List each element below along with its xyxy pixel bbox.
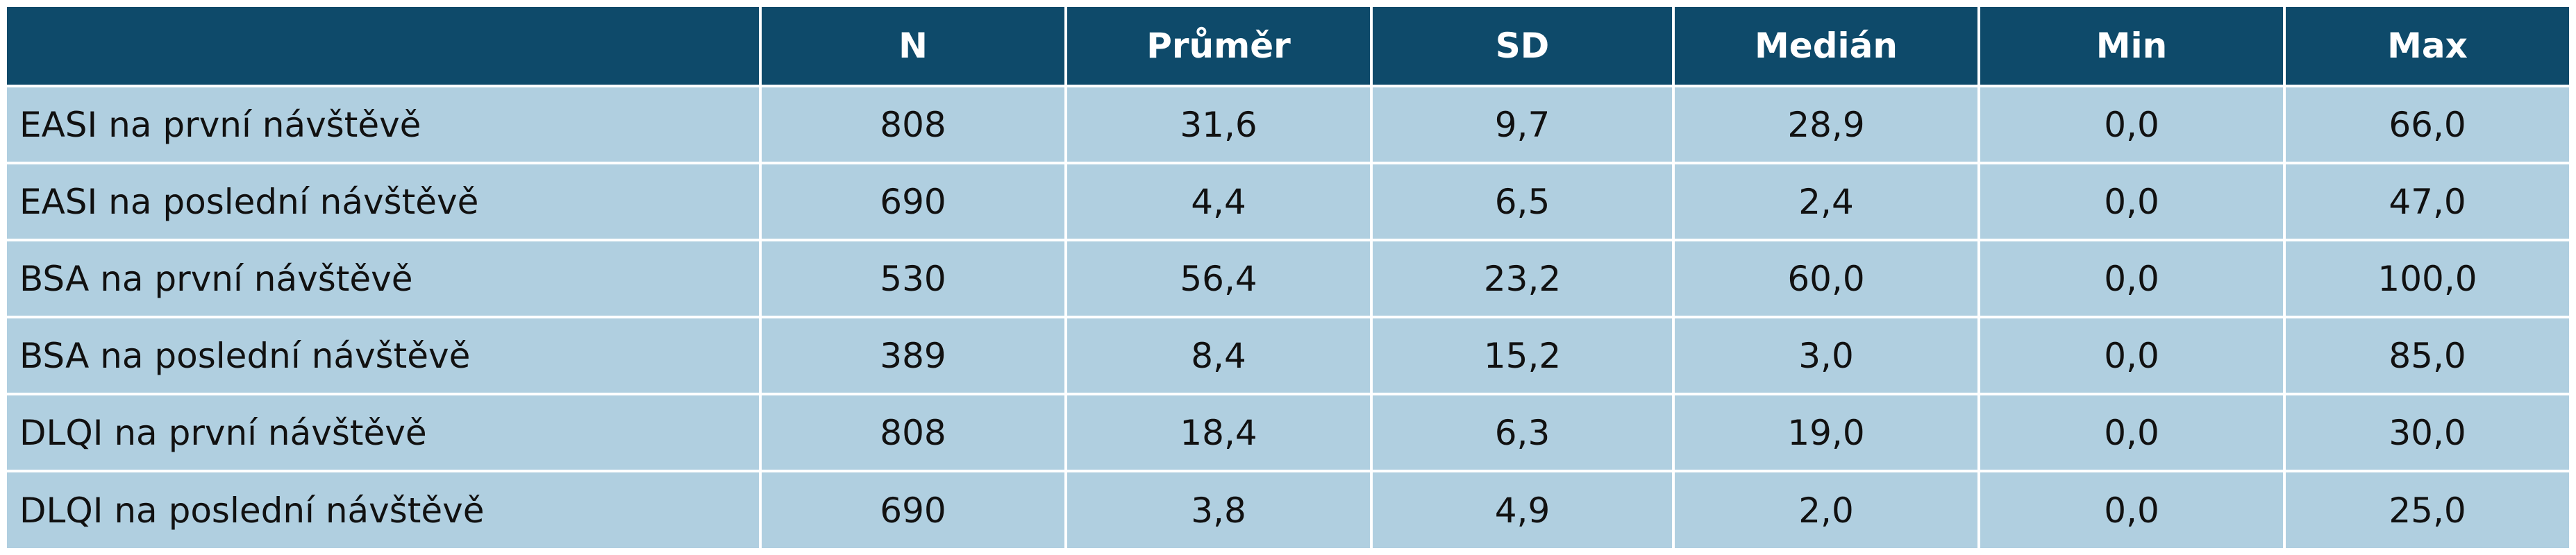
cell-sd: 15,2	[1371, 317, 1675, 395]
cell-n: 690	[760, 471, 1067, 548]
cell-n: 808	[760, 394, 1067, 472]
cell-median: 60,0	[1673, 240, 1980, 318]
cell-max: 47,0	[2284, 163, 2569, 241]
cell-sd: 9,7	[1371, 86, 1675, 164]
statistics-table-container: N Průměr SD Medián Min Max EASI na první…	[7, 7, 2569, 548]
row-label: DLQI na první návštěvě	[7, 394, 762, 472]
cell-median: 2,0	[1673, 471, 1980, 548]
cell-max: 30,0	[2284, 394, 2569, 472]
row-label: EASI na poslední návštěvě	[7, 163, 762, 241]
cell-sd: 6,5	[1371, 163, 1675, 241]
row-label: BSA na poslední návštěvě	[7, 317, 762, 395]
cell-sd: 23,2	[1371, 240, 1675, 318]
header-cell-sd: SD	[1371, 7, 1675, 87]
row-label: EASI na první návštěvě	[7, 86, 762, 164]
cell-mean: 56,4	[1066, 240, 1373, 318]
header-cell-min: Min	[1979, 7, 2286, 87]
header-cell-mean: Průměr	[1066, 7, 1373, 87]
cell-n: 530	[760, 240, 1067, 318]
cell-mean: 18,4	[1066, 394, 1373, 472]
header-cell-median: Medián	[1673, 7, 1980, 87]
cell-max: 25,0	[2284, 471, 2569, 548]
table-row: EASI na první návštěvě 808 31,6 9,7 28,9…	[7, 86, 2569, 164]
cell-n: 389	[760, 317, 1067, 395]
cell-min: 0,0	[1979, 240, 2286, 318]
header-cell-n: N	[760, 7, 1067, 87]
cell-sd: 6,3	[1371, 394, 1675, 472]
row-label: DLQI na poslední návštěvě	[7, 471, 762, 548]
cell-n: 808	[760, 86, 1067, 164]
cell-mean: 3,8	[1066, 471, 1373, 548]
cell-min: 0,0	[1979, 471, 2286, 548]
table-row: EASI na poslední návštěvě 690 4,4 6,5 2,…	[7, 163, 2569, 241]
cell-max: 85,0	[2284, 317, 2569, 395]
cell-min: 0,0	[1979, 163, 2286, 241]
cell-max: 66,0	[2284, 86, 2569, 164]
header-cell-max: Max	[2284, 7, 2569, 87]
row-label: BSA na první návštěvě	[7, 240, 762, 318]
cell-min: 0,0	[1979, 317, 2286, 395]
cell-max: 100,0	[2284, 240, 2569, 318]
cell-mean: 4,4	[1066, 163, 1373, 241]
cell-median: 19,0	[1673, 394, 1980, 472]
cell-sd: 4,9	[1371, 471, 1675, 548]
cell-mean: 8,4	[1066, 317, 1373, 395]
cell-median: 3,0	[1673, 317, 1980, 395]
cell-median: 28,9	[1673, 86, 1980, 164]
table-row: BSA na první návštěvě 530 56,4 23,2 60,0…	[7, 240, 2569, 318]
statistics-table: N Průměr SD Medián Min Max EASI na první…	[7, 7, 2569, 548]
cell-min: 0,0	[1979, 394, 2286, 472]
cell-mean: 31,6	[1066, 86, 1373, 164]
cell-min: 0,0	[1979, 86, 2286, 164]
table-row: DLQI na poslední návštěvě 690 3,8 4,9 2,…	[7, 471, 2569, 548]
cell-n: 690	[760, 163, 1067, 241]
table-row: DLQI na první návštěvě 808 18,4 6,3 19,0…	[7, 394, 2569, 472]
table-row: BSA na poslední návštěvě 389 8,4 15,2 3,…	[7, 317, 2569, 395]
table-header-row: N Průměr SD Medián Min Max	[7, 7, 2569, 87]
header-cell-label	[7, 7, 762, 87]
cell-median: 2,4	[1673, 163, 1980, 241]
